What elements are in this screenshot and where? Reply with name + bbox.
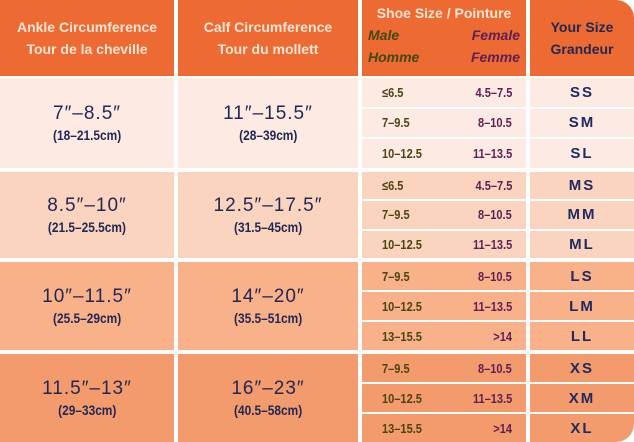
male-size: 10–12.5 [382,390,422,406]
size-code: SL [530,139,634,168]
shoe-size-row: 7–9.5 8–10.5 [362,201,526,229]
calf-cm: (31.5–45cm) [233,219,303,235]
size-code: XM [530,384,634,412]
ankle-cm: (29–33cm) [57,402,117,418]
ankle-cm: (18–21.5cm) [52,127,122,143]
ankle-cm: (21.5–25.5cm) [47,219,127,235]
size-code: LS [530,262,634,290]
female-size: 8–10.5 [478,115,512,131]
header-size-en: Your Size [550,19,614,35]
calf-cell: 11″–15.5″ (28–39cm) [178,78,358,168]
male-size: ≤6.5 [382,84,404,100]
ankle-inches: 8.5″–10″ [47,195,127,216]
shoe-size-row: ≤6.5 4.5–7.5 [362,172,526,200]
size-code: SM [530,108,634,138]
header-homme: Homme [368,49,420,65]
shoe-size-row: 13–15.5 >14 [362,322,526,350]
male-size: 10–12.5 [382,236,422,252]
ankle-cell: 11.5″–13″ (29–33cm) [0,354,174,442]
female-size: 11–13.5 [472,146,512,162]
size-code: XL [530,414,634,442]
male-size: 7–9.5 [382,360,410,376]
ankle-cm: (25.5–29cm) [52,310,122,326]
female-size: 8–10.5 [478,207,512,223]
calf-cell: 16″–23″ (40.5–58cm) [178,354,358,442]
calf-cm: (40.5–58cm) [233,402,303,418]
header-shoe: Shoe Size / Pointure Male Female Homme Fem… [362,0,526,76]
header-calf-en: Calf Circumference [203,19,333,35]
female-size: 4.5–7.5 [475,84,512,100]
ankle-cell: 8.5″–10″ (21.5–25.5cm) [0,172,174,258]
female-size: >14 [493,420,512,436]
header-size: Your Size Grandeur [530,0,634,76]
female-size: >14 [493,328,512,344]
header-calf-fr: Tour du mollett [217,41,319,57]
shoe-size-row: 7–9.5 8–10.5 [362,354,526,382]
header-calf: Calf Circumference Tour du mollett [178,0,358,76]
shoe-size-row: 10–12.5 11–13.5 [362,230,526,258]
size-code: LM [530,292,634,320]
calf-inches: 12.5″–17.5″ [213,195,323,216]
ankle-inches: 7″–8.5″ [53,103,121,124]
female-size: 4.5–7.5 [475,178,512,194]
header-ankle-en: Ankle Circumference [16,19,158,35]
calf-inches: 14″–20″ [231,286,305,307]
header-male: Male [368,27,400,43]
size-code: MM [530,201,634,229]
header-size-fr: Grandeur [550,41,614,57]
male-size: 13–15.5 [382,328,422,344]
calf-inches: 11″–15.5″ [223,103,313,124]
ankle-cell: 10″–11.5″ (25.5–29cm) [0,262,174,350]
ankle-inches: 11.5″–13″ [42,378,132,399]
ankle-inches: 10″–11.5″ [42,286,132,307]
female-size: 8–10.5 [478,268,512,284]
shoe-size-row: ≤6.5 4.5–7.5 [362,78,526,107]
shoe-size-row: 10–12.5 11–13.5 [362,139,526,168]
male-size: 13–15.5 [382,420,422,436]
header-femme: Femme [470,49,520,65]
calf-cell: 12.5″–17.5″ (31.5–45cm) [178,172,358,258]
size-code: LL [530,322,634,350]
header-ankle-fr: Tour de la cheville [26,41,148,57]
female-size: 11–13.5 [472,298,512,314]
shoe-size-row: 10–12.5 11–13.5 [362,292,526,320]
shoe-size-row: 7–9.5 8–10.5 [362,108,526,138]
calf-cm: (28–39cm) [238,127,298,143]
female-size: 11–13.5 [472,236,512,252]
female-size: 11–13.5 [472,390,512,406]
male-size: 10–12.5 [382,146,422,162]
female-size: 8–10.5 [478,360,512,376]
size-code: SS [530,78,634,107]
calf-cell: 14″–20″ (35.5–51cm) [178,262,358,350]
header-shoe-title: Shoe Size / Pointure [376,5,512,21]
male-size: ≤6.5 [382,178,404,194]
shoe-size-row: 10–12.5 11–13.5 [362,384,526,412]
header-ankle: Ankle Circumference Tour de la cheville [0,0,174,76]
shoe-size-row: 7–9.5 8–10.5 [362,262,526,290]
calf-inches: 16″–23″ [231,378,305,399]
male-size: 7–9.5 [382,268,410,284]
header-female: Female [471,27,520,43]
male-size: 7–9.5 [382,115,410,131]
shoe-size-row: 13–15.5 >14 [362,414,526,442]
ankle-cell: 7″–8.5″ (18–21.5cm) [0,78,174,168]
male-size: 7–9.5 [382,207,410,223]
male-size: 10–12.5 [382,298,422,314]
calf-cm: (35.5–51cm) [233,310,303,326]
size-code: MS [530,172,634,200]
size-code: ML [530,230,634,258]
size-code: XS [530,354,634,382]
